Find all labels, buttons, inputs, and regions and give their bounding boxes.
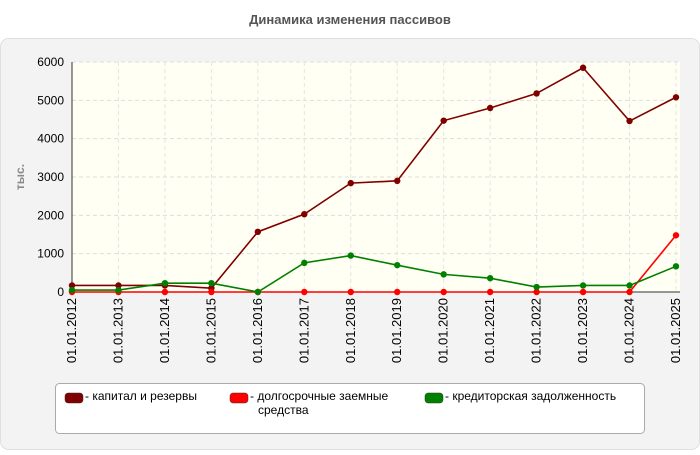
data-point xyxy=(161,288,169,296)
y-axis-label: тыс. xyxy=(13,164,27,190)
x-tick-label: 01.01.2021 xyxy=(482,298,497,363)
x-tick-label: 01.01.2015 xyxy=(203,298,218,363)
legend-label: ‑ долгосрочные заемные средства xyxy=(250,389,389,417)
data-point xyxy=(533,283,540,291)
y-tick-label: 4000 xyxy=(37,132,64,146)
legend-swatch xyxy=(424,392,444,404)
y-tick-label: 6000 xyxy=(37,55,64,69)
data-point xyxy=(672,94,680,101)
data-point xyxy=(301,288,308,296)
x-tick-label: 01.01.2018 xyxy=(343,298,358,363)
data-point xyxy=(394,177,401,185)
data-point xyxy=(486,104,494,112)
legend xyxy=(55,383,645,434)
series-line xyxy=(72,234,677,293)
x-tick-label: 01.01.2012 xyxy=(64,298,79,363)
data-point xyxy=(440,288,447,296)
data-point xyxy=(533,90,540,97)
data-point xyxy=(301,259,308,267)
x-tick-label: 01.01.2023 xyxy=(575,298,590,363)
x-tick-label: 01.01.2013 xyxy=(110,298,125,363)
data-point xyxy=(254,288,262,296)
data-point xyxy=(440,271,447,278)
x-tick-label: 01.01.2020 xyxy=(436,298,451,363)
data-point xyxy=(579,288,587,296)
legend-dash: ‑ xyxy=(445,389,453,403)
x-tick-label: 01.01.2025 xyxy=(668,298,683,363)
y-tick-label: 0 xyxy=(57,285,64,299)
x-tick-label: 01.01.2017 xyxy=(296,298,311,363)
legend-swatch xyxy=(64,392,84,404)
y-tick-label: 1000 xyxy=(37,247,64,261)
legend-dash: ‑ xyxy=(250,389,258,403)
data-point xyxy=(161,279,169,287)
data-point xyxy=(672,232,680,239)
data-point xyxy=(486,275,494,282)
data-point xyxy=(626,117,633,125)
data-point xyxy=(347,252,354,259)
x-tick-label: 01.01.2022 xyxy=(529,298,544,363)
data-point xyxy=(254,228,262,236)
legend-label: ‑ кредиторская задолженность xyxy=(445,389,617,403)
legend-label-box: ‑ капитал и резервы xyxy=(85,389,197,403)
y-tick-label: 3000 xyxy=(37,170,64,184)
data-point xyxy=(115,286,122,294)
chart-title: Динамика изменения пассивов xyxy=(249,12,451,27)
data-point xyxy=(394,261,401,269)
x-tick-label: 01.01.2014 xyxy=(157,298,172,363)
data-point xyxy=(208,288,215,296)
legend-label-box: ‑ кредиторская задолженность xyxy=(445,389,617,403)
legend-label: ‑ капитал и резервы xyxy=(85,389,197,403)
data-point xyxy=(394,288,401,296)
series-line xyxy=(72,254,677,293)
x-tick-label: 01.01.2024 xyxy=(622,298,637,363)
data-point xyxy=(208,279,215,287)
data-point xyxy=(301,210,308,218)
x-tick-label: 01.01.2019 xyxy=(389,298,404,363)
data-point xyxy=(68,286,76,294)
legend-dash: ‑ xyxy=(85,389,93,403)
data-point xyxy=(440,117,447,124)
data-point xyxy=(347,179,354,187)
data-point xyxy=(626,282,633,289)
data-point xyxy=(579,64,587,71)
legend-label-box: ‑ долгосрочные заемные средства xyxy=(250,389,389,417)
data-point xyxy=(115,282,122,289)
data-point xyxy=(579,282,587,289)
data-point xyxy=(486,288,494,296)
data-point xyxy=(672,263,680,270)
data-point xyxy=(68,282,76,289)
x-tick-label: 01.01.2016 xyxy=(250,298,265,363)
data-point xyxy=(626,288,633,296)
y-tick-label: 5000 xyxy=(37,93,64,107)
series-line xyxy=(72,66,677,289)
data-point xyxy=(347,288,354,296)
legend-swatch xyxy=(229,392,249,404)
y-tick-label: 2000 xyxy=(37,208,64,222)
data-point xyxy=(533,288,540,296)
